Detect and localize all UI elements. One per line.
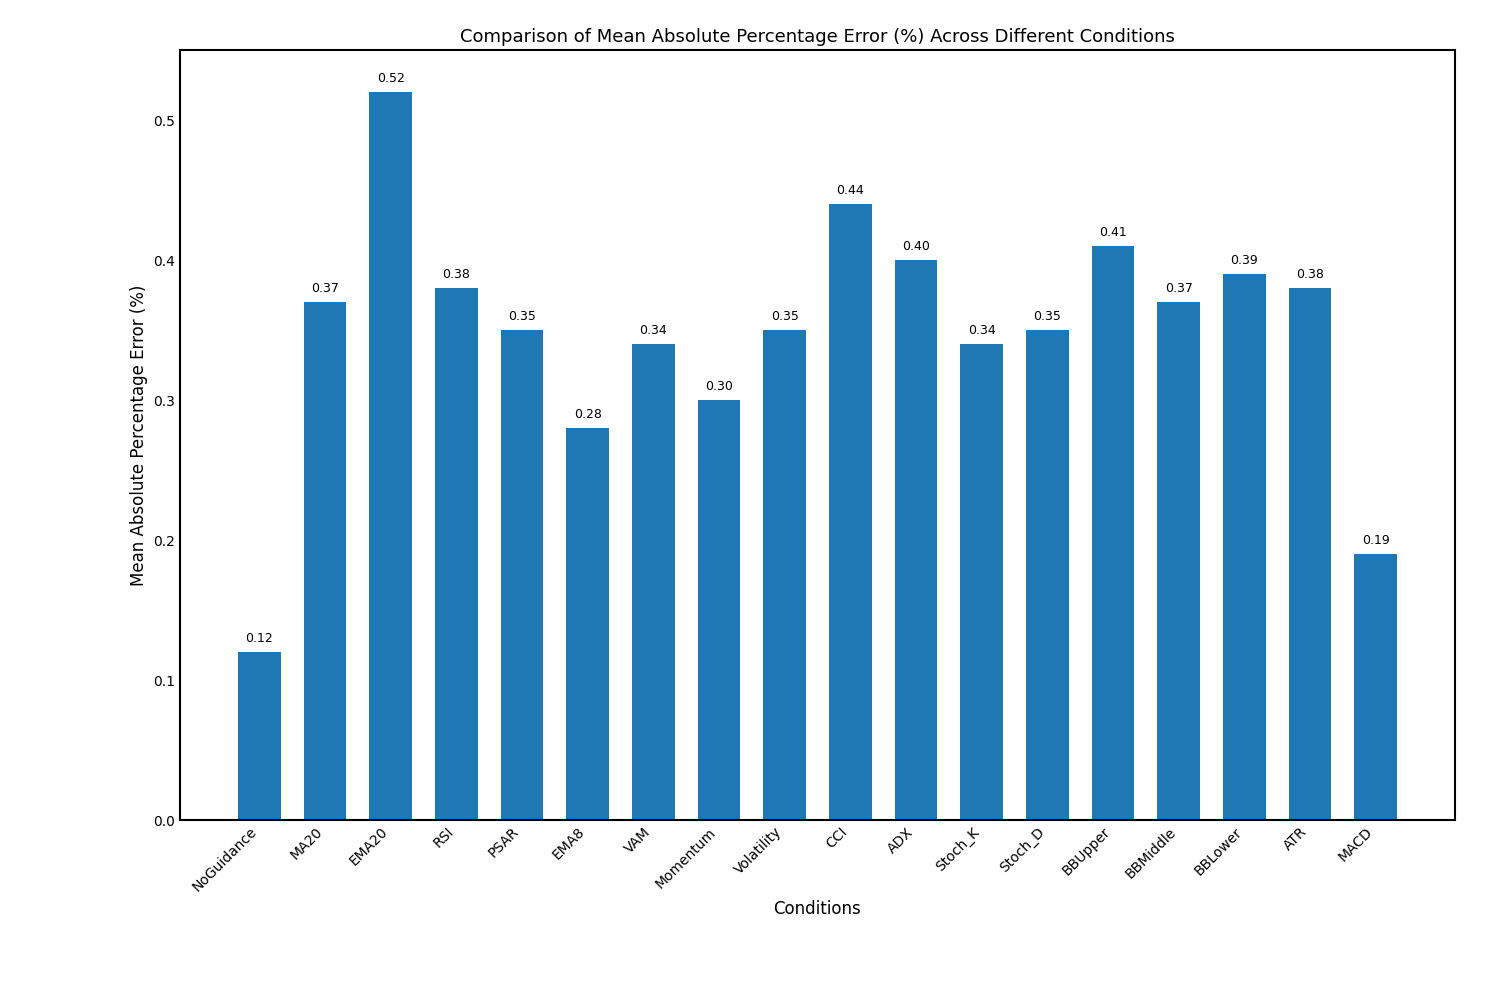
Text: 0.37: 0.37 xyxy=(310,282,339,295)
Bar xyxy=(238,652,280,820)
Text: 0.34: 0.34 xyxy=(968,324,996,337)
Bar xyxy=(764,330,806,820)
Bar xyxy=(894,260,938,820)
X-axis label: Conditions: Conditions xyxy=(774,900,861,918)
Text: 0.38: 0.38 xyxy=(1296,268,1324,281)
Bar xyxy=(632,344,675,820)
Bar xyxy=(1026,330,1068,820)
Bar xyxy=(830,204,872,820)
Bar xyxy=(1288,288,1332,820)
Text: 0.38: 0.38 xyxy=(442,268,470,281)
Bar xyxy=(435,288,477,820)
Bar xyxy=(1092,246,1134,820)
Bar xyxy=(960,344,1004,820)
Text: 0.35: 0.35 xyxy=(1034,310,1062,323)
Text: 0.30: 0.30 xyxy=(705,380,734,393)
Text: 0.41: 0.41 xyxy=(1100,226,1126,239)
Bar xyxy=(1354,554,1396,820)
Text: 0.35: 0.35 xyxy=(771,310,798,323)
Text: 0.37: 0.37 xyxy=(1166,282,1192,295)
Text: 0.52: 0.52 xyxy=(376,72,405,85)
Text: 0.40: 0.40 xyxy=(902,240,930,253)
Bar xyxy=(369,92,413,820)
Bar xyxy=(1222,274,1266,820)
Bar xyxy=(567,428,609,820)
Text: 0.12: 0.12 xyxy=(246,632,273,645)
Text: 0.19: 0.19 xyxy=(1362,534,1389,547)
Text: 0.28: 0.28 xyxy=(573,408,602,421)
Title: Comparison of Mean Absolute Percentage Error (%) Across Different Conditions: Comparison of Mean Absolute Percentage E… xyxy=(460,28,1174,46)
Text: 0.44: 0.44 xyxy=(837,184,864,197)
Text: 0.35: 0.35 xyxy=(509,310,536,323)
Bar xyxy=(303,302,346,820)
Y-axis label: Mean Absolute Percentage Error (%): Mean Absolute Percentage Error (%) xyxy=(129,284,147,586)
Bar xyxy=(698,400,741,820)
Bar xyxy=(1158,302,1200,820)
Text: 0.39: 0.39 xyxy=(1230,254,1258,267)
Bar xyxy=(501,330,543,820)
Text: 0.34: 0.34 xyxy=(639,324,668,337)
